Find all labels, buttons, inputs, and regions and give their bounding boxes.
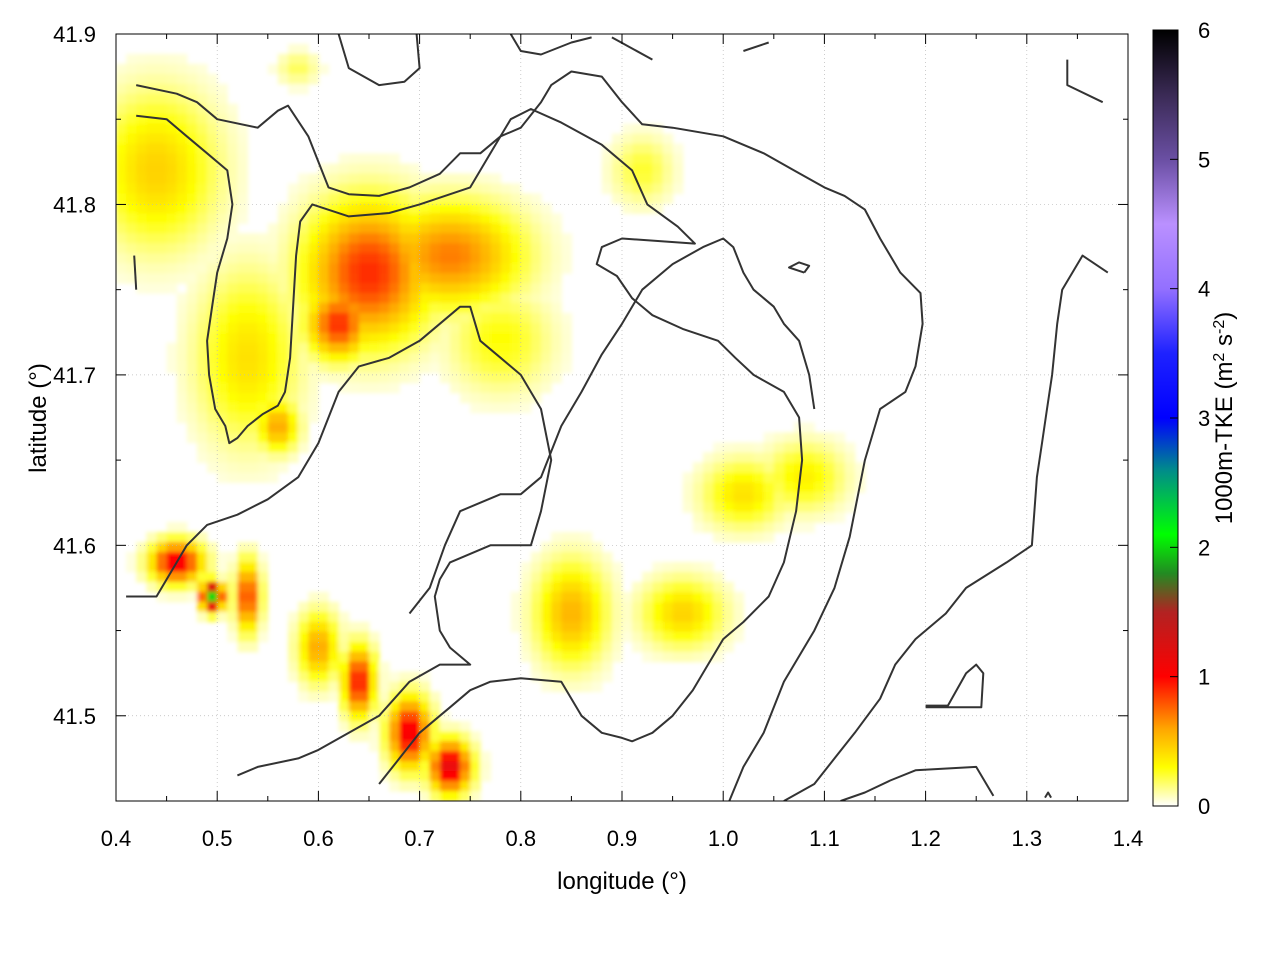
colorbar-tick-label: 3 <box>1198 406 1210 431</box>
y-tick-label: 41.5 <box>53 704 96 729</box>
contour-fragment <box>509 34 592 56</box>
colorbar-tick-label: 5 <box>1198 147 1210 172</box>
contour-line <box>408 237 816 615</box>
colorbar-tick-label: 2 <box>1198 535 1210 560</box>
x-tick-label: 0.4 <box>101 826 132 851</box>
contour-fragment <box>783 254 1109 801</box>
colorbar-tick-label: 4 <box>1198 277 1210 302</box>
x-tick-label: 1.1 <box>809 826 840 851</box>
colorbar-label-sup2: -2 <box>1211 320 1228 334</box>
colorbar-label-sup1: 2 <box>1211 353 1228 362</box>
x-tick-label: 1.0 <box>708 826 739 851</box>
x-tick-label: 1.3 <box>1012 826 1043 851</box>
contour-fragment <box>337 34 421 87</box>
contour-line <box>135 70 924 801</box>
colorbar: 0 1 2 3 4 5 6 1000m-TKE (m2 s-2) <box>1152 18 1239 819</box>
contour-fragment <box>133 255 138 290</box>
x-tick-label: 1.2 <box>910 826 941 851</box>
colorbar-tick-label: 6 <box>1198 18 1210 43</box>
colorbar-tick-label: 0 <box>1198 794 1210 819</box>
contour-lines <box>126 34 1109 801</box>
x-tick-label: 0.6 <box>303 826 334 851</box>
y-axis-label: latitude (°) <box>25 363 52 473</box>
y-tick-label: 41.7 <box>53 363 96 388</box>
colorbar-tick-label: 1 <box>1198 665 1210 690</box>
contour-line <box>136 108 804 785</box>
contour-fragment <box>925 663 985 709</box>
colorbar-label-end: ) <box>1211 312 1238 320</box>
colorbar-label-mid: s <box>1211 334 1238 353</box>
colorbar-label: 1000m-TKE (m2 s-2) <box>1211 312 1239 525</box>
y-tick-label: 41.9 <box>53 22 96 47</box>
contour-line <box>126 305 553 777</box>
axis-ticks: 0.4 0.5 0.6 0.7 0.8 0.9 1.0 1.1 1.2 1.3 1.4 41.5 41.… <box>53 22 1143 851</box>
x-axis-label: longitude (°) <box>557 868 687 895</box>
x-tick-label: 0.9 <box>607 826 638 851</box>
y-tick-label: 41.8 <box>53 192 96 217</box>
contour-fragment <box>611 36 653 61</box>
x-tick-label: 0.5 <box>202 826 233 851</box>
colorbar-ticks: 0 1 2 3 4 5 6 <box>1170 18 1210 819</box>
colorbar-label-base: 1000m-TKE (m <box>1211 362 1238 525</box>
heatmap-layer <box>116 43 866 801</box>
x-tick-label: 0.7 <box>404 826 435 851</box>
x-tick-label: 0.8 <box>506 826 537 851</box>
x-tick-label: 1.4 <box>1113 826 1144 851</box>
y-tick-label: 41.6 <box>53 533 96 558</box>
contour-fragment <box>1066 59 1104 104</box>
contour-fragment <box>840 765 995 801</box>
contour-fragment <box>788 261 811 274</box>
grid-lines <box>116 34 1128 801</box>
contour-fragment <box>743 41 770 52</box>
contour-fragment <box>1044 791 1052 799</box>
